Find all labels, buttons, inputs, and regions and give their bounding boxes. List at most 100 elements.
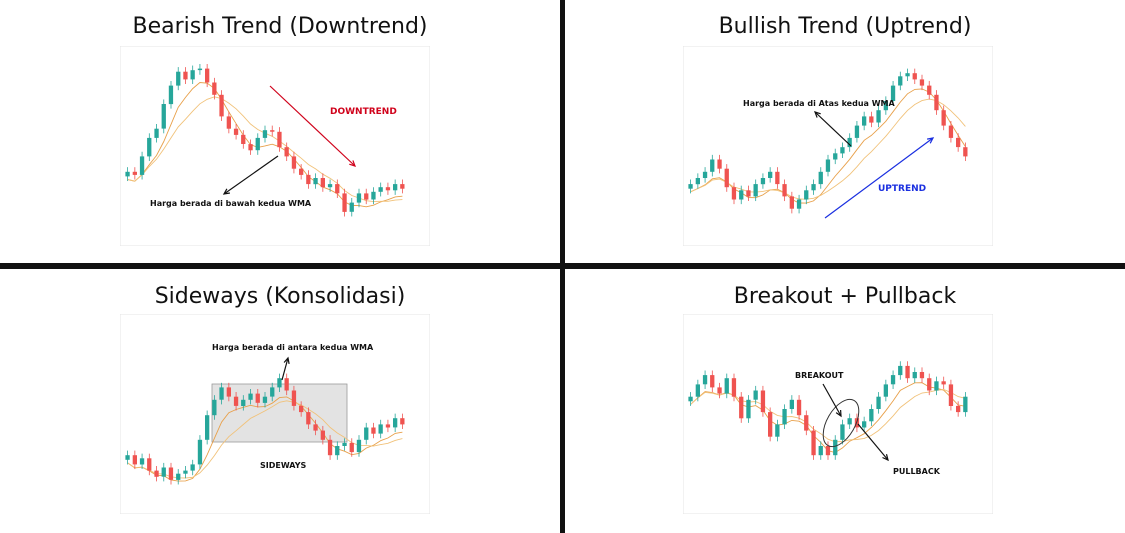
candle-body (197, 68, 203, 71)
candle-body (919, 372, 925, 379)
candle-body (190, 464, 195, 471)
candle-body (731, 378, 737, 397)
candle-body (688, 396, 693, 402)
chart-breakout: BREAKOUT PULLBACK (683, 314, 993, 514)
chart-svg: Harga berada di antara kedua WMA SIDEWAYS (120, 314, 430, 514)
candle-body (811, 184, 816, 191)
candle-body (139, 458, 145, 465)
candle-body (927, 378, 932, 391)
candle-body (356, 439, 362, 453)
pullback-ellipse (822, 398, 860, 448)
candle-body (183, 71, 188, 80)
annotation-arrowhead (882, 454, 889, 462)
wma-fast-line (127, 82, 403, 208)
candle-body (299, 405, 304, 413)
annotation-arrow-line (814, 111, 852, 147)
candle-body (385, 424, 391, 428)
candle-body (313, 178, 318, 185)
annotation-arrowhead (926, 137, 935, 144)
annotation-arrowhead (835, 409, 842, 418)
annotation-arrow-line (223, 155, 279, 195)
candle-body (299, 168, 304, 175)
annotation-label: DOWNTREND (330, 107, 397, 117)
candle-body (840, 424, 845, 440)
candle-body (270, 387, 275, 397)
candle-body (176, 71, 181, 86)
candle-body (342, 442, 347, 446)
candle-body (320, 430, 325, 440)
candle-body (183, 470, 188, 474)
candle-body (818, 446, 823, 456)
annotation-arrowhead (222, 188, 231, 195)
candle-body (724, 168, 729, 188)
candle-body (161, 467, 166, 477)
horizontal-divider (0, 263, 1125, 269)
candle-body (306, 174, 311, 185)
candle-body (291, 156, 297, 169)
candle-body (139, 156, 145, 175)
candle-body (833, 439, 838, 456)
candle-body (241, 134, 246, 144)
candle-body (233, 396, 239, 406)
candle-body (241, 399, 246, 406)
candle-body (349, 442, 354, 453)
candle-body (941, 381, 946, 385)
annotation-arrow-line (822, 383, 842, 417)
candle-body (963, 147, 968, 157)
candle-body (212, 399, 217, 416)
candle-body (125, 171, 130, 177)
candle-body (132, 455, 137, 465)
candle-body (262, 130, 268, 138)
annotation-label: SIDEWAYS (260, 461, 307, 470)
candle-body (724, 378, 729, 394)
candle-body (956, 137, 961, 148)
chart-frame (120, 46, 430, 246)
candle-body (789, 399, 794, 409)
candle-body (393, 418, 398, 428)
candle-body (226, 116, 231, 129)
candle-body (782, 409, 787, 425)
panel-title-bearish: Bearish Trend (Downtrend) (132, 14, 428, 39)
candle-body (948, 125, 954, 138)
candle-body (825, 159, 831, 172)
candle-body (804, 415, 809, 431)
wma-fast-line (690, 88, 966, 204)
candle-body (226, 387, 231, 397)
annotation-label: BREAKOUT (795, 371, 844, 380)
chart-bullish: Harga berada di Atas kedua WMA UPTREND (683, 46, 993, 246)
annotation-label: PULLBACK (893, 467, 941, 476)
annotation-arrowhead (349, 160, 356, 167)
candle-body (702, 375, 708, 385)
candle-body (176, 473, 181, 480)
candle-body (400, 184, 405, 189)
candle-body (775, 424, 780, 437)
panel-bearish: Bearish Trend (Downtrend) DOWNTREND Harga… (0, 0, 560, 262)
candle-body (125, 455, 130, 460)
candle-body (233, 128, 239, 135)
candle-body (789, 196, 794, 209)
candle-body (898, 365, 903, 376)
annotation-arrow-line (269, 85, 356, 167)
annotation-arrow-line (281, 357, 289, 381)
candle-body (349, 202, 354, 212)
candle-body (320, 178, 325, 188)
candle-body (154, 128, 159, 138)
candle-body (262, 396, 268, 403)
candle-body (255, 137, 260, 151)
candle-body (717, 387, 722, 394)
candle-body (912, 73, 917, 80)
candle-body (284, 378, 289, 391)
candle-body (811, 430, 816, 456)
panel-sideways: Sideways (Konsolidasi) Harga berada di a… (0, 270, 560, 532)
wma-slow-line (127, 400, 403, 479)
panel-title-breakout: Breakout + Pullback (733, 284, 957, 309)
candle-body (731, 187, 737, 200)
chart-svg: DOWNTREND Harga berada di bawah kedua WMA (120, 46, 430, 246)
candle-body (890, 375, 896, 385)
candle-body (912, 372, 917, 379)
candle-body (890, 85, 896, 101)
candle-body (869, 409, 874, 422)
candle-body (796, 399, 802, 416)
chart-bearish: DOWNTREND Harga berada di bawah kedua WMA (120, 46, 430, 246)
candle-body (147, 137, 152, 157)
